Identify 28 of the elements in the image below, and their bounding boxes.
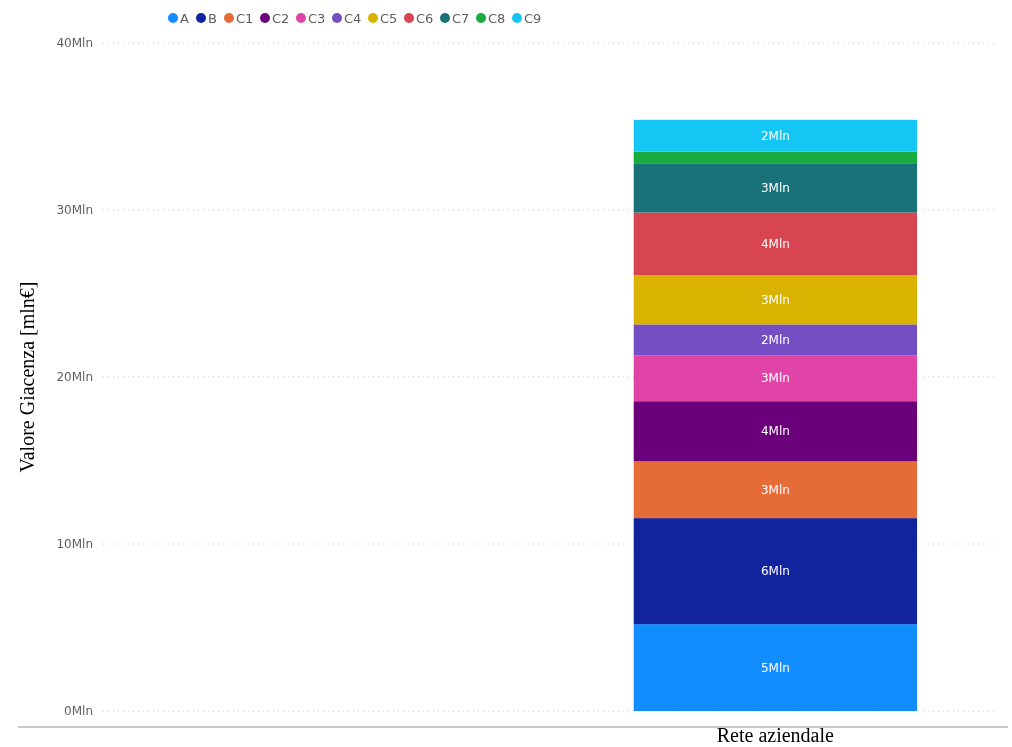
y-tick-label: 40Mln	[56, 36, 93, 51]
legend-label: A	[180, 10, 189, 26]
data-label: 4Mln	[760, 424, 790, 439]
data-label: 6Mln	[760, 564, 790, 579]
data-label: 3Mln	[760, 292, 790, 307]
y-tick-label: 20Mln	[56, 370, 93, 385]
legend-label: C1	[236, 10, 254, 26]
y-tick-label: 10Mln	[56, 537, 93, 552]
y-axis-title: Valore Giacenza [mln€]	[16, 281, 38, 473]
legend-label: B	[208, 10, 217, 26]
legend-label: C8	[488, 10, 506, 26]
legend-label: C6	[416, 10, 434, 26]
x-tick-label: Rete aziendale	[716, 724, 835, 746]
legend-label: C2	[272, 10, 290, 26]
data-label: 2Mln	[760, 128, 790, 143]
legend-label: C9	[524, 10, 542, 26]
legend-label: C7	[452, 10, 470, 26]
data-label: 4Mln	[760, 237, 790, 252]
data-label: 5Mln	[760, 660, 790, 675]
data-label: 3Mln	[760, 371, 790, 386]
y-tick-label: 30Mln	[56, 203, 93, 218]
data-label: 3Mln	[760, 482, 790, 497]
data-label: 3Mln	[760, 181, 790, 196]
legend-label: C5	[380, 10, 398, 26]
legend-label: C4	[344, 10, 362, 26]
legend-label: C3	[308, 10, 326, 26]
y-tick-label: 0Mln	[64, 704, 93, 719]
data-label: 2Mln	[760, 333, 790, 348]
